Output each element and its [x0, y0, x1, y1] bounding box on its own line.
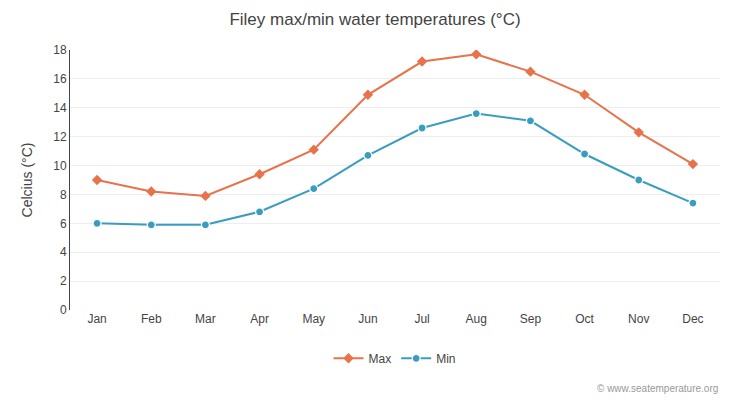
svg-text:Oct: Oct: [575, 312, 594, 326]
svg-text:Jun: Jun: [358, 312, 377, 326]
svg-text:Jul: Jul: [414, 312, 429, 326]
svg-text:Max: Max: [369, 352, 392, 366]
svg-text:Min: Min: [436, 352, 455, 366]
svg-text:© www.seatemperature.org: © www.seatemperature.org: [597, 383, 718, 394]
svg-text:18: 18: [53, 43, 67, 57]
svg-text:May: May: [302, 312, 325, 326]
svg-text:12: 12: [53, 130, 67, 144]
svg-text:Nov: Nov: [628, 312, 649, 326]
svg-text:Feb: Feb: [141, 312, 162, 326]
svg-text:6: 6: [60, 217, 67, 231]
svg-text:14: 14: [53, 101, 67, 115]
svg-text:Mar: Mar: [195, 312, 216, 326]
svg-text:Jan: Jan: [87, 312, 106, 326]
svg-text:Filey max/min water temperatur: Filey max/min water temperatures (°C): [229, 10, 520, 29]
svg-text:0: 0: [60, 303, 67, 317]
svg-text:Sep: Sep: [520, 312, 542, 326]
svg-text:Apr: Apr: [250, 312, 269, 326]
svg-text:2: 2: [60, 274, 67, 288]
svg-text:Celcius (°C): Celcius (°C): [19, 143, 35, 218]
svg-text:4: 4: [60, 245, 67, 259]
svg-text:16: 16: [53, 72, 67, 86]
svg-text:Dec: Dec: [682, 312, 703, 326]
svg-text:Aug: Aug: [466, 312, 487, 326]
svg-text:8: 8: [60, 188, 67, 202]
svg-text:10: 10: [53, 159, 67, 173]
